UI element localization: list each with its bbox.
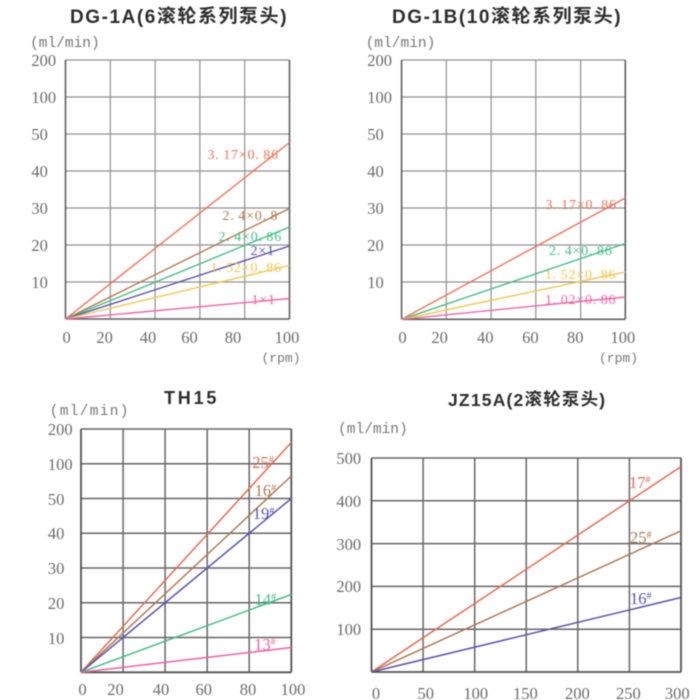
svg-text:): ) <box>599 389 606 409</box>
svg-text:DG-1B(10: DG-1B(10 <box>392 7 491 28</box>
svg-text:): ) <box>280 7 288 28</box>
svg-text:TH15: TH15 <box>164 388 219 408</box>
svg-text:DG-1A(6: DG-1A(6 <box>70 7 157 28</box>
svg-text:JZ15A(2: JZ15A(2 <box>448 389 525 409</box>
svg-text:): ) <box>615 7 623 28</box>
